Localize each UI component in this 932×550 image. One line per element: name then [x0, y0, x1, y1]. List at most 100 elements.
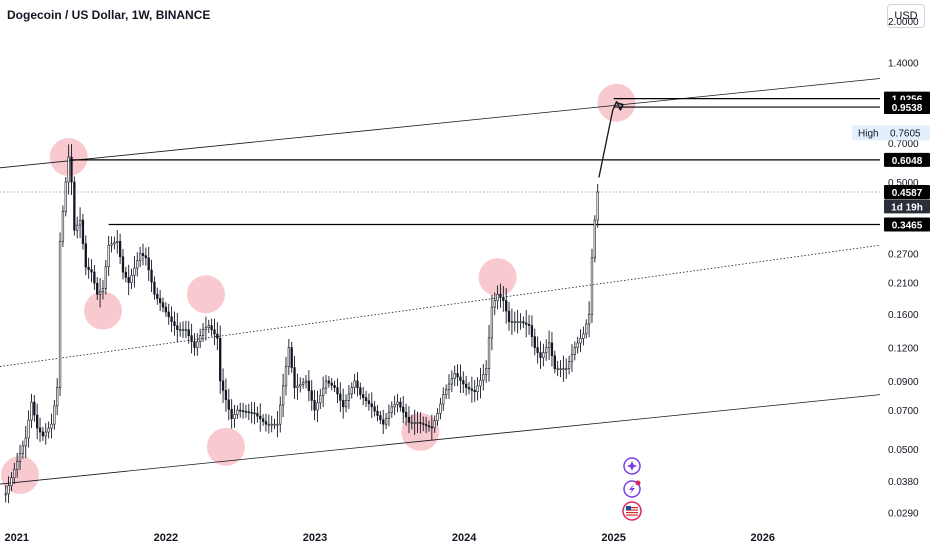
candle-body	[107, 244, 110, 268]
candle-body	[430, 426, 433, 429]
candle	[573, 341, 576, 361]
candle-body	[201, 329, 205, 336]
candle-body	[38, 427, 42, 433]
candle-body	[573, 347, 576, 355]
candle	[236, 405, 239, 419]
candle	[330, 377, 333, 391]
candle	[124, 266, 127, 283]
highlight-circle	[206, 427, 245, 466]
candle	[424, 416, 428, 434]
candle	[536, 336, 539, 364]
sparkle-icon[interactable]	[623, 457, 641, 475]
candle	[570, 344, 574, 372]
upper-trendline	[0, 78, 880, 169]
candle	[53, 399, 56, 430]
candle	[276, 411, 279, 438]
candle	[347, 385, 351, 409]
candle	[399, 397, 402, 412]
candle	[459, 364, 462, 393]
price-label-text: 0.6048	[892, 156, 923, 167]
candle	[545, 339, 548, 361]
candle	[64, 176, 67, 217]
candle	[196, 333, 199, 356]
candle-body	[553, 355, 556, 370]
candle-body	[110, 243, 113, 246]
candle	[439, 397, 442, 420]
candle-body	[44, 431, 47, 437]
candle-body	[290, 347, 293, 368]
candle	[136, 252, 139, 277]
candle-body	[56, 387, 59, 407]
candle	[4, 485, 7, 503]
y-tick-label: 0.0500	[888, 445, 919, 456]
y-tick-label: 0.2700	[888, 249, 919, 260]
candle	[78, 207, 82, 238]
projection-arrowhead	[615, 101, 625, 110]
candle	[301, 377, 305, 389]
high-label-bg	[852, 125, 930, 141]
candle	[542, 343, 545, 367]
chart-title: Dogecoin / US Dollar, 1W, BINANCE	[7, 8, 211, 22]
price-label: 0.9538	[884, 100, 930, 115]
candle	[181, 321, 185, 338]
candle-body	[241, 410, 245, 412]
candle	[44, 423, 47, 445]
y-tick-label: 0.0380	[888, 477, 919, 488]
y-tick-label: 2.0000	[888, 17, 919, 28]
candle	[596, 184, 599, 228]
candle-body	[433, 420, 436, 429]
candle	[565, 358, 568, 379]
candle-body	[527, 323, 531, 326]
candle	[299, 377, 302, 393]
candle-body	[413, 422, 416, 424]
candle-body	[505, 300, 508, 312]
candle-body	[310, 390, 313, 401]
x-tick-label: 2021	[5, 532, 29, 544]
candle	[444, 384, 448, 400]
candle	[379, 410, 382, 425]
candle	[476, 377, 479, 401]
candle-body	[590, 257, 594, 315]
candle	[319, 388, 322, 410]
candle	[161, 297, 165, 313]
x-tick-label: 2022	[154, 532, 178, 544]
candle	[210, 318, 213, 337]
candle	[250, 401, 253, 424]
y-tick-label: 0.2100	[888, 279, 919, 290]
candle-body	[118, 240, 122, 257]
candle	[322, 376, 325, 408]
candle	[464, 375, 468, 396]
lightning-icon[interactable]	[623, 480, 641, 498]
candle	[407, 406, 411, 434]
candle	[56, 378, 59, 416]
candle	[138, 246, 142, 268]
candle-body	[393, 404, 396, 408]
candle	[410, 414, 413, 430]
candle-body	[447, 383, 451, 390]
y-tick-label: 0.5000	[888, 178, 919, 189]
candle-body	[264, 421, 268, 425]
y-tick-label: 1.4000	[888, 59, 919, 70]
candle-body	[422, 423, 425, 425]
candle-body	[67, 156, 70, 183]
candle	[353, 373, 356, 395]
candle-body	[550, 342, 554, 357]
currency-button[interactable]: USD	[887, 4, 925, 28]
candle-body	[516, 321, 519, 323]
candle-body	[402, 406, 405, 413]
candle-body	[204, 327, 208, 330]
price-label: 0.3465	[884, 217, 930, 232]
candle-body	[98, 290, 102, 295]
candle	[516, 309, 519, 334]
candles	[4, 144, 599, 504]
candle	[422, 416, 425, 432]
candle	[201, 323, 205, 342]
flag-icon[interactable]	[622, 501, 642, 521]
candle	[21, 440, 25, 459]
candle-body	[78, 219, 82, 226]
candle	[344, 394, 348, 413]
candle	[267, 414, 270, 434]
candle	[233, 404, 236, 428]
candle	[104, 260, 107, 295]
